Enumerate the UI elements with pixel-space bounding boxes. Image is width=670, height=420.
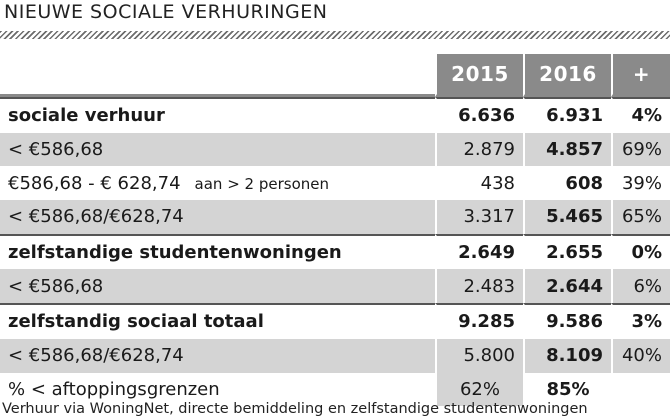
row-label-note: aan > 2 personen xyxy=(194,174,329,193)
value-2016: 5.465 xyxy=(523,200,611,234)
value-2016: 4.857 xyxy=(523,132,611,167)
row-label: % < aftoppingsgrenzen xyxy=(0,372,435,407)
value-2015: 2.879 xyxy=(435,132,523,167)
value-plus: 0% xyxy=(611,233,670,270)
table-row: < €586,68 2.879 4.857 69% xyxy=(0,132,670,167)
table-header-row: 2015 2016 + xyxy=(0,54,670,97)
value-2016: 8.109 xyxy=(523,338,611,373)
row-label: < €586,68 xyxy=(0,132,435,167)
value-plus: 6% xyxy=(611,269,670,304)
value-plus: 40% xyxy=(611,338,670,373)
table-title: NIEUWE SOCIALE VERHURINGEN xyxy=(4,1,328,23)
row-label: sociale verhuur xyxy=(0,97,435,133)
table-row: < €586,68/€628,74 3.317 5.465 65% xyxy=(0,200,670,234)
value-2015: 5.800 xyxy=(435,338,523,373)
value-2016: 9.586 xyxy=(523,303,611,339)
table-row: zelfstandige studentenwoningen 2.649 2.6… xyxy=(0,233,670,270)
header-plus: + xyxy=(611,54,670,97)
value-2015: 438 xyxy=(435,166,523,201)
value-2016: 608 xyxy=(523,166,611,201)
header-label-cell xyxy=(0,54,435,97)
hatched-divider xyxy=(0,31,670,39)
table-row: sociale verhuur 6.636 6.931 4% xyxy=(0,97,670,133)
row-label: < €586,68/€628,74 xyxy=(0,200,435,234)
row-label-text: €586,68 - € 628,74 xyxy=(8,172,181,194)
value-2015: 9.285 xyxy=(435,303,523,339)
table-row: €586,68 - € 628,74 aan > 2 personen 438 6… xyxy=(0,166,670,201)
value-2015: 2.483 xyxy=(435,269,523,304)
value-2015: 6.636 xyxy=(435,97,523,133)
row-label: €586,68 - € 628,74 aan > 2 personen xyxy=(0,166,435,201)
value-2015: 2.649 xyxy=(435,233,523,270)
table-row: zelfstandig sociaal totaal 9.285 9.586 3… xyxy=(0,303,670,339)
value-plus: 69% xyxy=(611,132,670,167)
table-row: % < aftoppingsgrenzen 62% 85% xyxy=(0,372,670,407)
row-label: zelfstandige studentenwoningen xyxy=(0,233,435,270)
value-plus: 39% xyxy=(611,166,670,201)
rentals-table: 2015 2016 + sociale verhuur 6.636 6.931 … xyxy=(0,54,670,407)
table-row: < €586,68 2.483 2.644 6% xyxy=(0,269,670,304)
table-row: < €586,68/€628,74 5.800 8.109 40% xyxy=(0,338,670,373)
value-2016: 85% xyxy=(523,372,611,407)
value-plus: 65% xyxy=(611,200,670,234)
value-2016: 2.644 xyxy=(523,269,611,304)
footnote: Verhuur via WoningNet, directe bemiddeli… xyxy=(2,401,588,417)
value-plus: 4% xyxy=(611,97,670,133)
row-label: < €586,68 xyxy=(0,269,435,304)
value-2015: 3.317 xyxy=(435,200,523,234)
value-2015: 62% xyxy=(435,372,523,407)
header-2016: 2016 xyxy=(523,54,611,97)
header-2015: 2015 xyxy=(435,54,523,97)
row-label: < €586,68/€628,74 xyxy=(0,338,435,373)
value-plus xyxy=(611,372,670,407)
value-plus: 3% xyxy=(611,303,670,339)
value-2016: 6.931 xyxy=(523,97,611,133)
value-2016: 2.655 xyxy=(523,233,611,270)
row-label: zelfstandig sociaal totaal xyxy=(0,303,435,339)
